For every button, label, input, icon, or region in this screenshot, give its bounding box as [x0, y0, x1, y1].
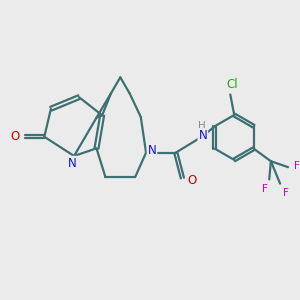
- Text: Cl: Cl: [226, 78, 238, 91]
- Text: F: F: [283, 188, 289, 198]
- Text: O: O: [187, 174, 196, 187]
- Text: F: F: [262, 184, 268, 194]
- Text: N: N: [199, 129, 207, 142]
- Text: F: F: [294, 160, 300, 170]
- Text: N: N: [148, 145, 156, 158]
- Text: N: N: [68, 157, 77, 170]
- Text: H: H: [198, 121, 206, 131]
- Text: O: O: [10, 130, 19, 143]
